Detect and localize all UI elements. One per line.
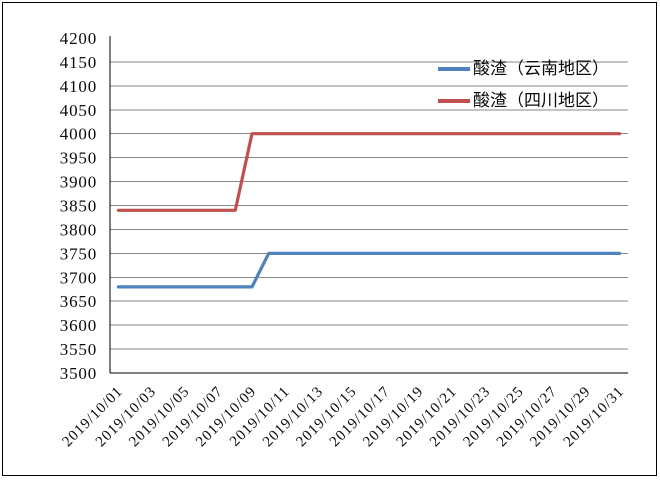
y-axis-tick-label: 3500 bbox=[60, 364, 97, 383]
y-axis-tick-label: 3750 bbox=[60, 244, 97, 263]
legend-label-sichuan: 酸渣（四川地区） bbox=[473, 91, 609, 110]
y-axis-tick-label: 4000 bbox=[60, 125, 97, 144]
axes bbox=[109, 36, 628, 374]
y-axis-tick-label: 3600 bbox=[60, 316, 97, 335]
legend-line-swatch-sichuan bbox=[438, 98, 470, 103]
legend-label-yunnan: 酸渣（云南地区） bbox=[473, 59, 609, 78]
y-axis-tick-label: 4200 bbox=[60, 29, 97, 48]
legend-line-swatch-yunnan bbox=[438, 66, 470, 71]
series-line-1 bbox=[116, 132, 622, 212]
y-axis-tick-label: 4050 bbox=[60, 101, 97, 120]
y-axis-tick-label: 3550 bbox=[60, 340, 97, 359]
y-axis-tick-label: 4100 bbox=[60, 77, 97, 96]
chart-border bbox=[2, 2, 657, 476]
y-axis-tick-label: 3850 bbox=[60, 197, 97, 216]
legend-item-yunnan: 酸渣（云南地区） bbox=[438, 57, 609, 80]
y-axis-tick-label: 3700 bbox=[60, 268, 97, 287]
y-axis-tick-label: 3650 bbox=[60, 292, 97, 311]
y-axis-tick-label: 4150 bbox=[60, 53, 97, 72]
chart-legend: 酸渣（云南地区） 酸渣（四川地区） bbox=[438, 57, 609, 121]
y-axis-tick-label: 3800 bbox=[60, 220, 97, 239]
x-axis-labels: 2019/10/012019/10/032019/10/052019/10/07… bbox=[59, 384, 627, 451]
y-axis-tick-label: 3900 bbox=[60, 173, 97, 192]
legend-item-sichuan: 酸渣（四川地区） bbox=[438, 89, 609, 112]
series-line-0 bbox=[116, 251, 622, 289]
y-axis-tick-label: 3950 bbox=[60, 149, 97, 168]
y-axis-labels: 3500 3550 3600 3650 3700 3750 3800 3850 3900 3950… bbox=[60, 29, 97, 383]
